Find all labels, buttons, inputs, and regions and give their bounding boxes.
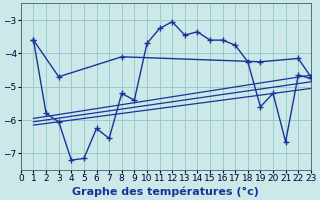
X-axis label: Graphe des températures (°c): Graphe des températures (°c) [72,186,259,197]
